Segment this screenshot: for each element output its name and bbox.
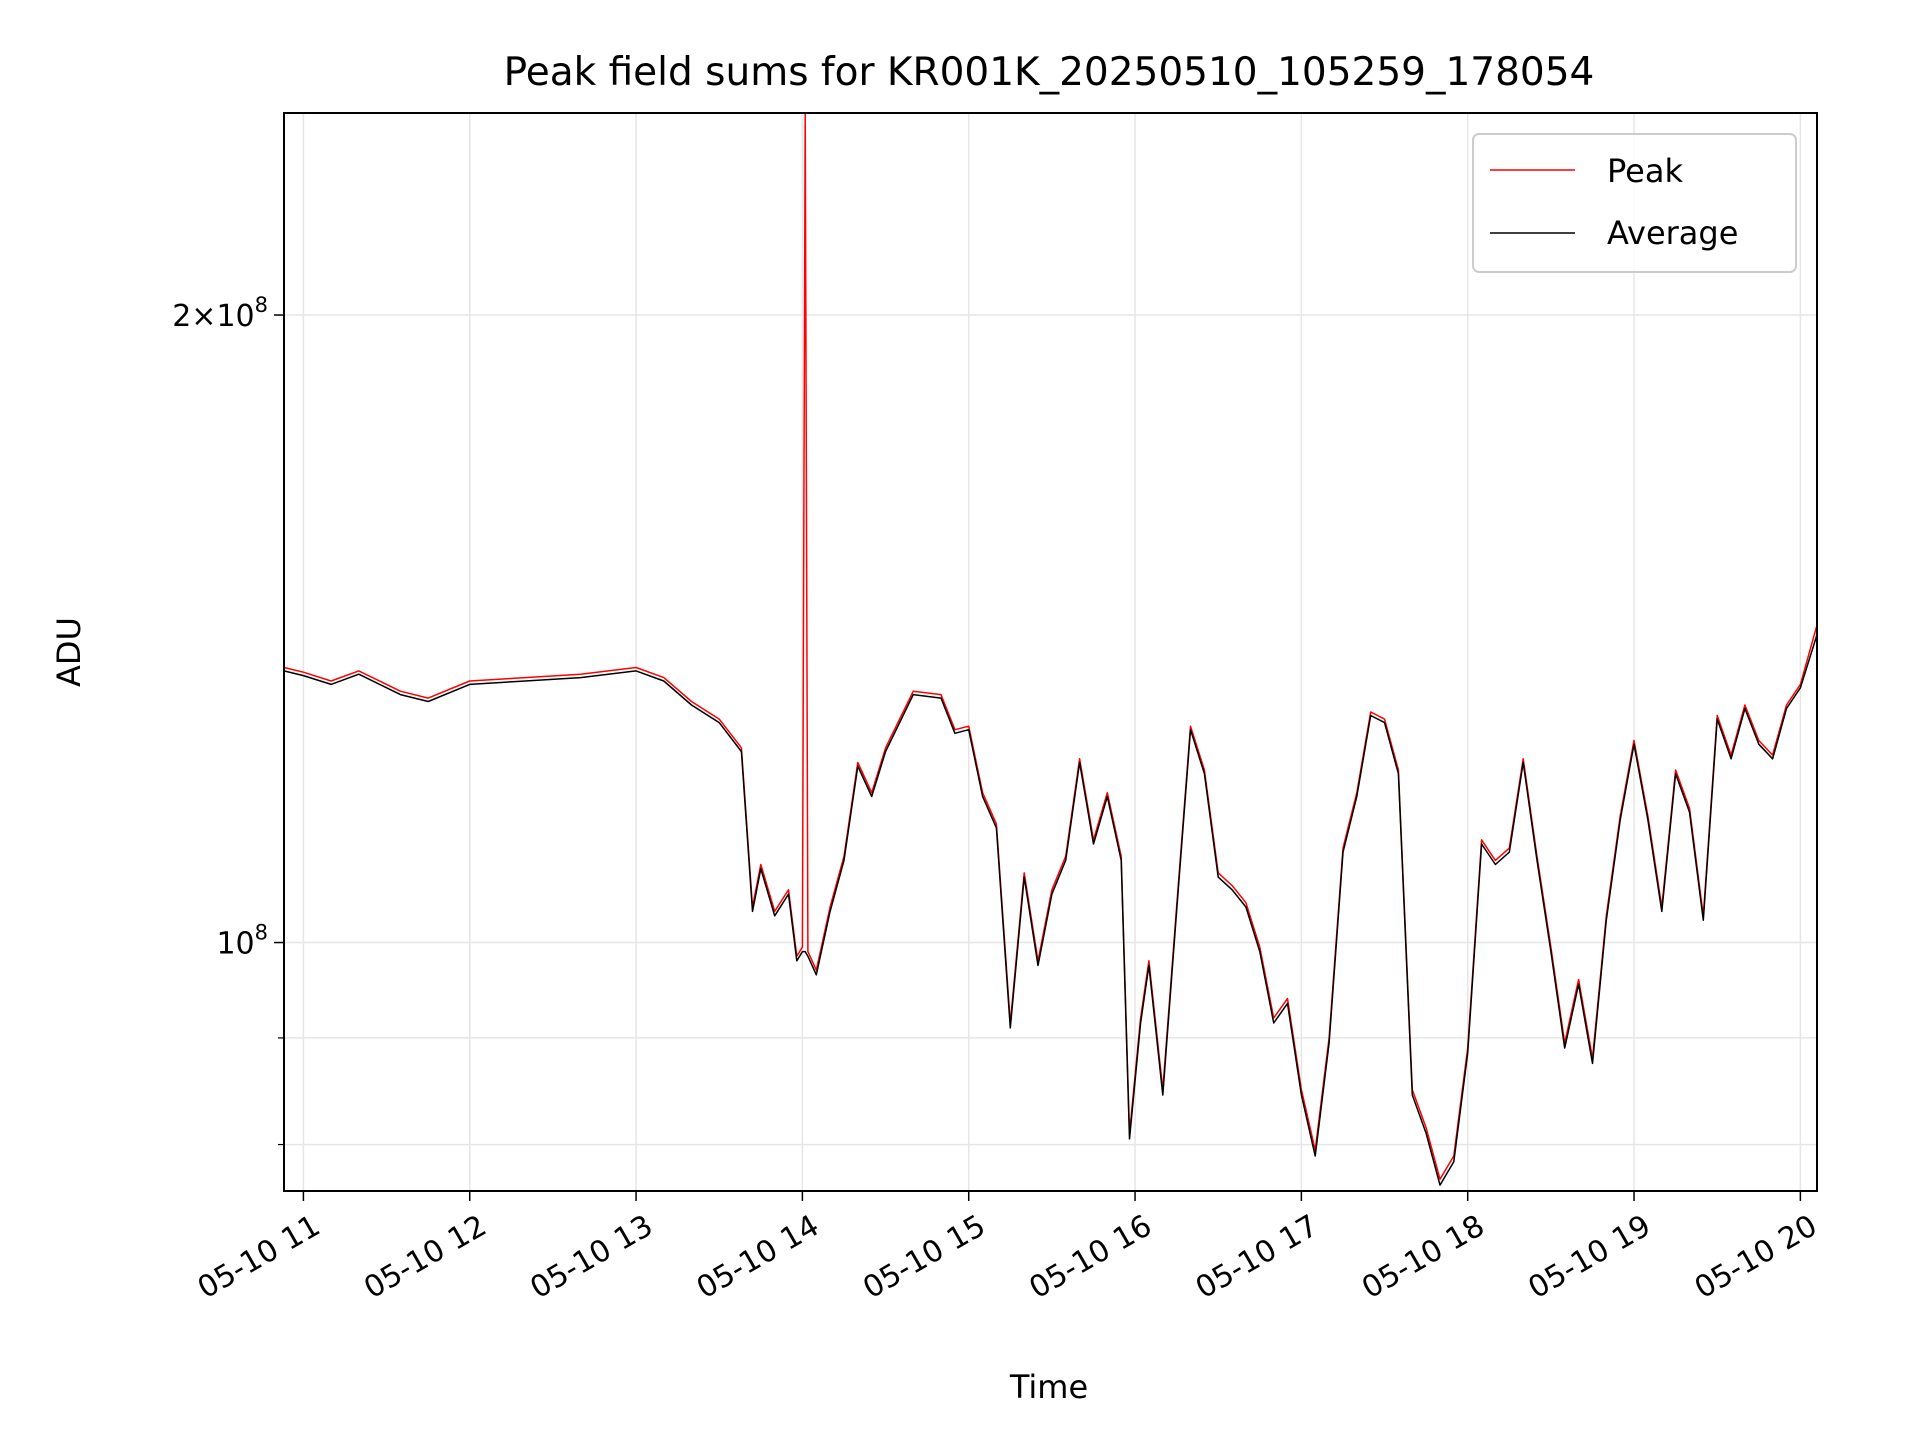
series-line-average xyxy=(283,634,1818,1186)
x-axis-label: Time xyxy=(1009,1368,1088,1406)
legend-box xyxy=(1472,133,1797,273)
plot-lines xyxy=(283,112,1818,1186)
y-tick-label: 2×108 xyxy=(172,293,268,334)
legend-average-label: Average xyxy=(1607,214,1738,252)
grid xyxy=(284,113,1817,1191)
y-axis-label: ADU xyxy=(50,617,88,687)
plot-frame xyxy=(283,112,1818,1192)
legend: Peak Average xyxy=(1472,133,1797,273)
chart-title: Peak field sums for KR001K_20250510_1052… xyxy=(504,50,1595,95)
legend-peak-label: Peak xyxy=(1607,152,1683,190)
y-tick-label: 108 xyxy=(216,921,268,962)
y-axis: 108 2×108 xyxy=(172,293,284,1146)
